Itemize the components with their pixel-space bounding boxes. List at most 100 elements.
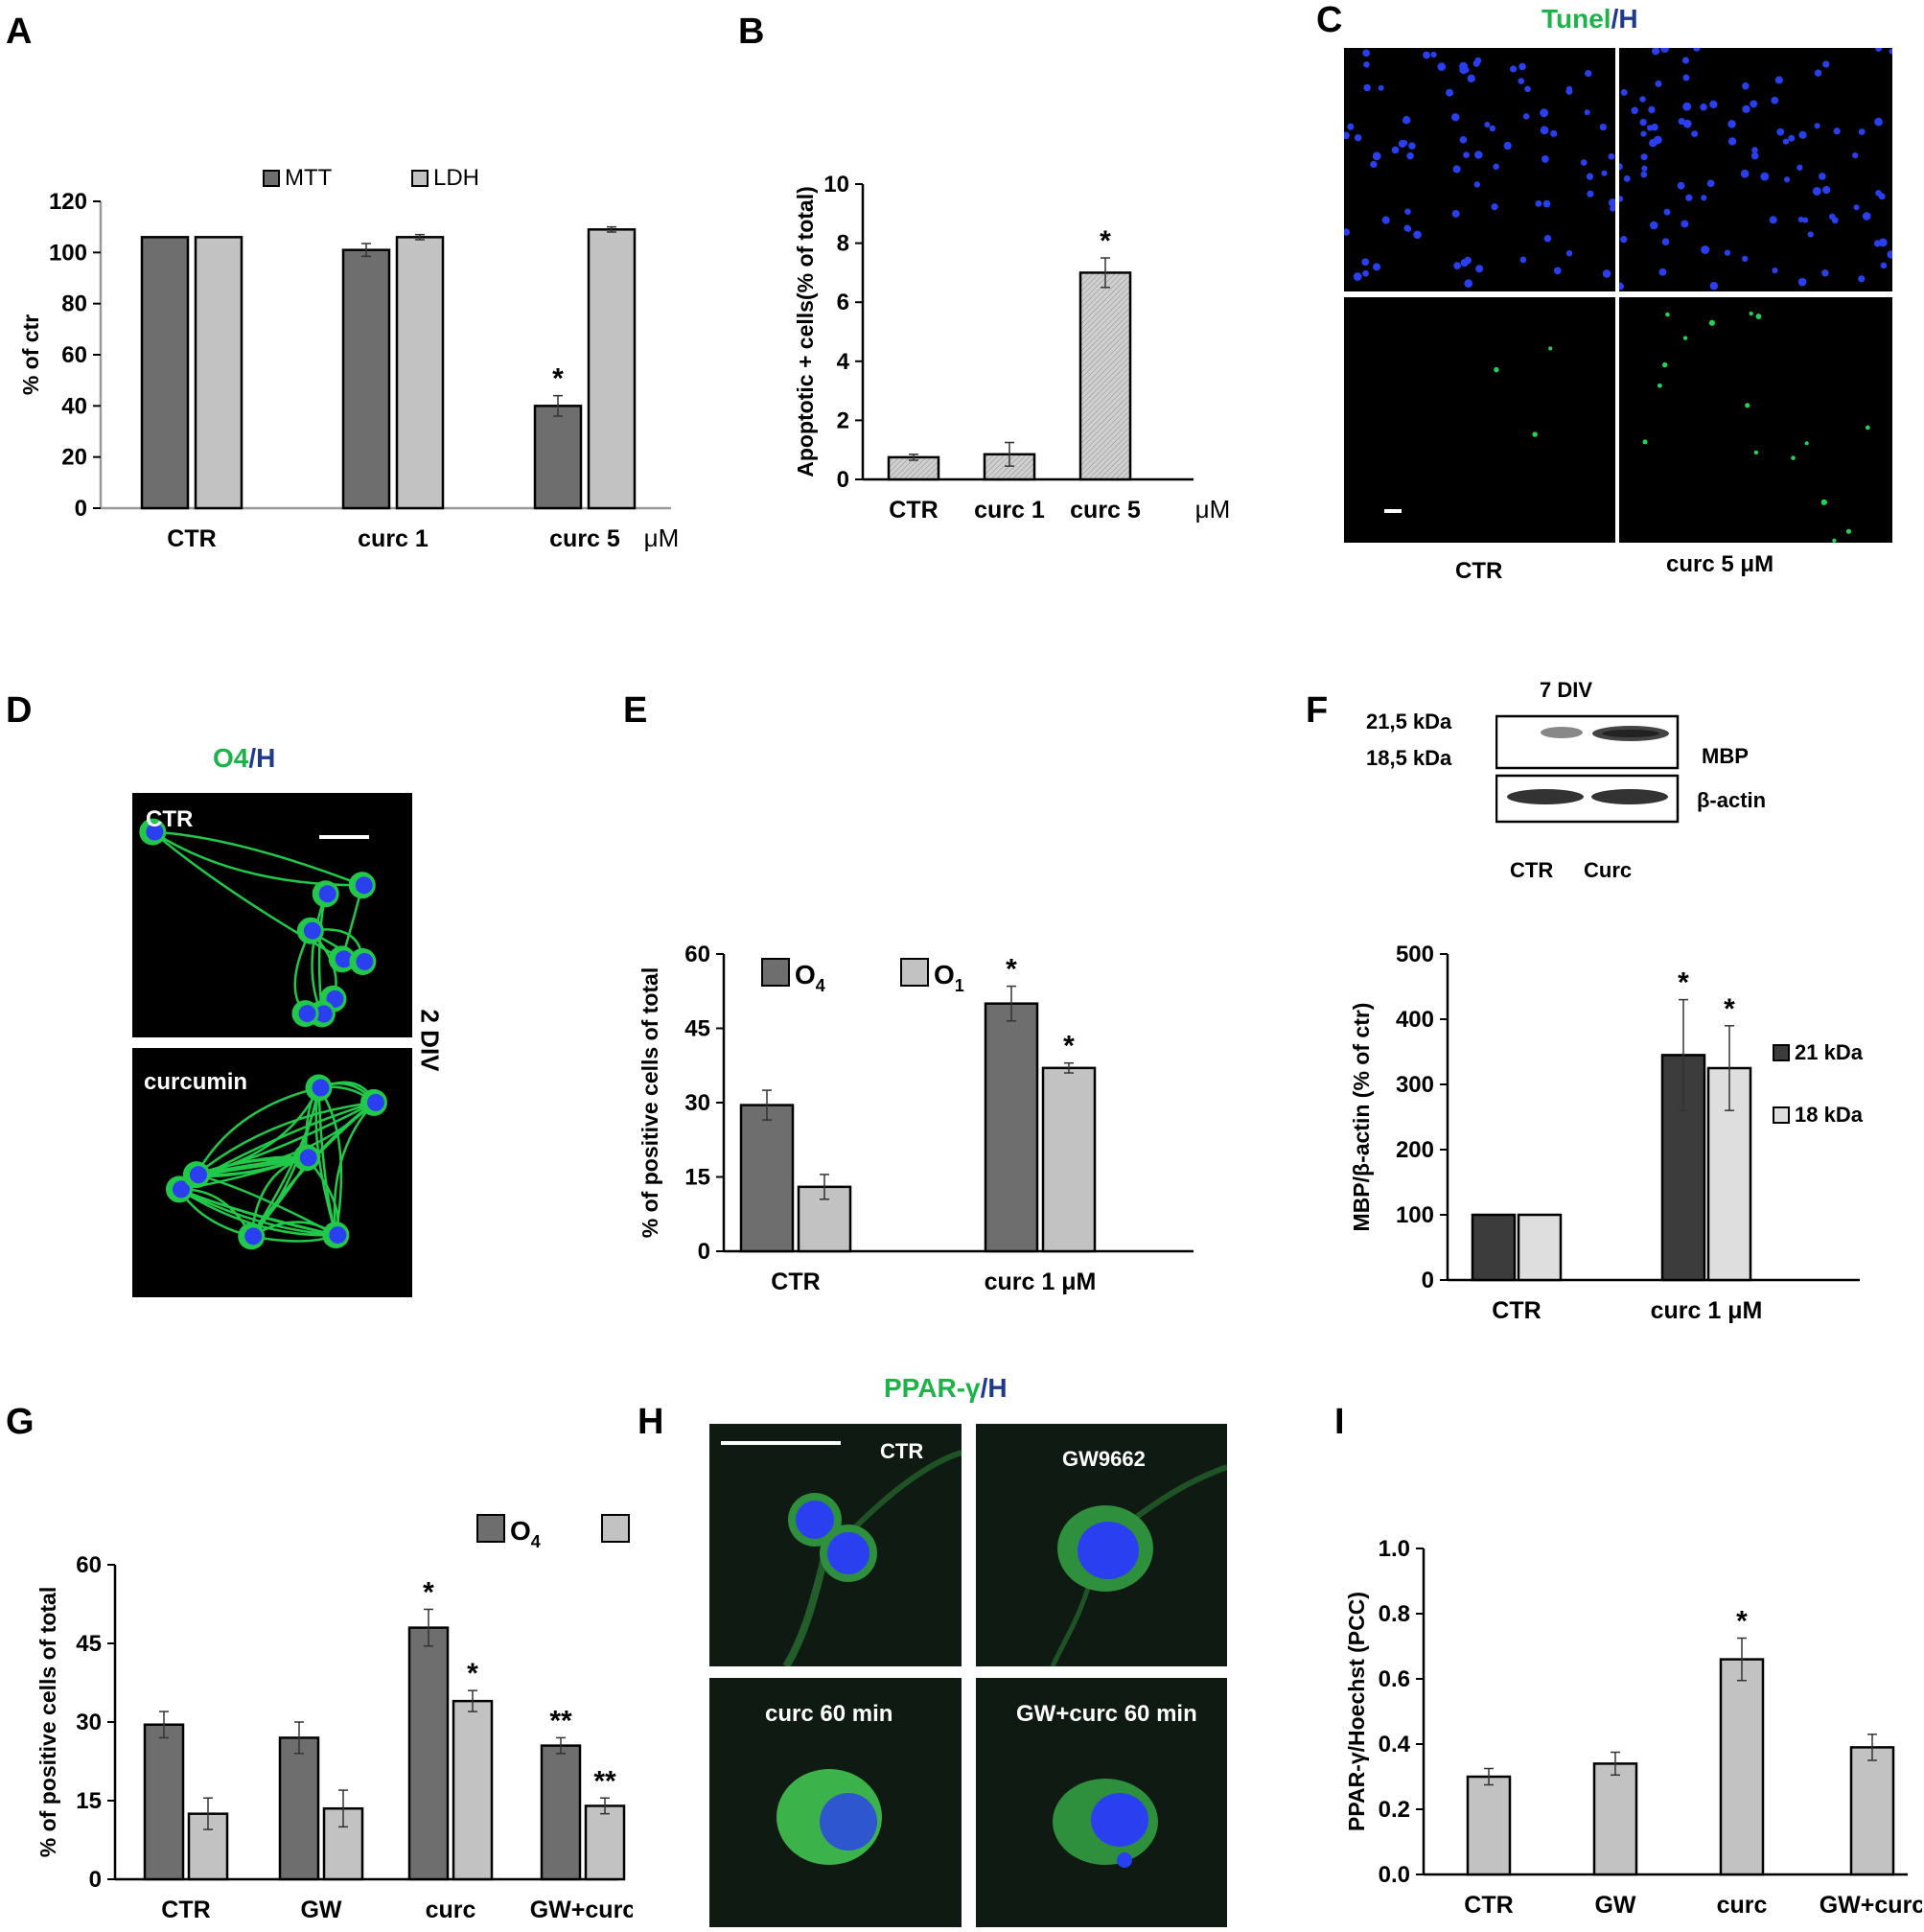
y-axis-label: % of ctr bbox=[18, 314, 43, 395]
cell-nucleus bbox=[1750, 100, 1758, 108]
cell-nucleus bbox=[1451, 113, 1460, 122]
y-tick-label: 0.4 bbox=[1379, 1732, 1411, 1757]
cell-nucleus bbox=[1475, 265, 1484, 273]
bar-value-1 bbox=[1592, 1762, 1638, 1876]
cell-nucleus bbox=[1749, 311, 1753, 316]
cell-nucleus bbox=[1586, 173, 1594, 180]
x-tick-label: CTR bbox=[1464, 1892, 1513, 1919]
y-tick-label: 30 bbox=[76, 1710, 102, 1735]
y-tick-label: 60 bbox=[61, 342, 87, 368]
cell-nucleus bbox=[1602, 269, 1611, 278]
y-tick-label: 60 bbox=[76, 1552, 102, 1578]
legend-swatch bbox=[263, 170, 280, 187]
bar-ldh-1 bbox=[395, 236, 445, 510]
panel-label-f: F bbox=[1306, 690, 1329, 731]
cell-nucleus bbox=[1473, 181, 1480, 188]
bar-ldh-2 bbox=[587, 228, 637, 510]
cell-nucleus bbox=[329, 1226, 347, 1245]
bar-o4-1 bbox=[278, 1736, 320, 1881]
cell-nucleus bbox=[1755, 314, 1762, 319]
cell-nucleus bbox=[1631, 106, 1638, 114]
x-tick-label: CTR bbox=[771, 1269, 820, 1295]
bar-value-3 bbox=[1849, 1746, 1895, 1876]
cell-nucleus bbox=[1524, 85, 1531, 93]
cell-nucleus bbox=[1347, 123, 1355, 130]
y-axis-label: PPAR-γ/Hoechst (PCC) bbox=[1344, 1592, 1369, 1831]
cell-nucleus bbox=[1649, 221, 1658, 230]
cell-nucleus bbox=[1535, 199, 1542, 207]
y-tick-label: 10 bbox=[823, 172, 849, 198]
cell-nucleus bbox=[1451, 209, 1460, 218]
significance-mark: * bbox=[1736, 1606, 1748, 1638]
cell-nucleus bbox=[1362, 269, 1369, 277]
ppar-gw-label: GW9662 bbox=[1062, 1447, 1146, 1471]
cell-nucleus bbox=[172, 1180, 190, 1199]
significance-mark: * bbox=[552, 363, 564, 395]
cell-nucleus bbox=[1681, 57, 1689, 64]
chart-i-pcc: 0.0 0.2 0.4 0.6 0.8 1.0 PPAR-γ/Hoechst (PCC) CT… bbox=[1344, 1536, 1922, 1919]
cell-nucleus bbox=[1543, 234, 1552, 243]
y-tick-label: 120 bbox=[49, 189, 87, 215]
cell-nucleus bbox=[1724, 249, 1731, 256]
cell-nucleus bbox=[1742, 82, 1750, 90]
y-tick-label: 100 bbox=[49, 240, 87, 266]
chart-g-o4-o1: 0 15 30 45 60 % of positive cells of total CTR… bbox=[35, 1514, 633, 1923]
x-tick-label: GW bbox=[300, 1897, 341, 1923]
process bbox=[196, 1101, 375, 1176]
cell-nucleus bbox=[1648, 105, 1656, 114]
cell-nucleus bbox=[1585, 70, 1592, 78]
process bbox=[195, 1086, 319, 1175]
y-axis-label: Apoptotic + cells(% of total) bbox=[793, 186, 818, 477]
cell-nucleus bbox=[1708, 319, 1715, 326]
y-tick-label: 0.8 bbox=[1379, 1601, 1410, 1627]
y-tick-label: 40 bbox=[61, 393, 87, 419]
legend-label: O4 bbox=[510, 1516, 541, 1551]
x-tick-label: GW bbox=[1594, 1892, 1635, 1919]
cell-nucleus bbox=[1391, 146, 1400, 154]
bar-o1-1 bbox=[1041, 1066, 1097, 1253]
cell-nucleus bbox=[1677, 181, 1685, 190]
legend-swatch bbox=[476, 1514, 505, 1543]
panel-d-title-blue: H bbox=[256, 743, 276, 773]
cell-nucleus bbox=[1503, 141, 1512, 151]
panel-d-title-green: O4 bbox=[213, 743, 249, 773]
cell-nucleus bbox=[1639, 118, 1647, 127]
o4-ctr-image: CTR bbox=[132, 793, 412, 1037]
cell-nucleus bbox=[1771, 96, 1779, 105]
x-tick-label: curc 5 bbox=[1070, 497, 1141, 524]
cell-nucleus bbox=[244, 1227, 263, 1245]
bar-o4-0 bbox=[143, 1723, 185, 1881]
x-tick-label: CTR bbox=[161, 1897, 210, 1923]
cell-nucleus bbox=[1753, 450, 1759, 455]
cell-nucleus bbox=[1619, 282, 1624, 291]
process bbox=[151, 830, 362, 887]
cell-nucleus bbox=[1565, 87, 1573, 95]
x-tick-label: curc 5 bbox=[549, 525, 620, 552]
cell-nucleus bbox=[1565, 249, 1573, 257]
cell-nucleus bbox=[1661, 238, 1670, 246]
y-tick-label: 60 bbox=[684, 942, 710, 967]
significance-mark: ** bbox=[593, 1765, 616, 1797]
cell-nucleus bbox=[1354, 134, 1362, 142]
cell-nucleus bbox=[1874, 117, 1883, 127]
cell-nucleus bbox=[1791, 455, 1796, 460]
cell-nucleus bbox=[1853, 204, 1860, 211]
cell-nucleus bbox=[1887, 250, 1892, 259]
blot-lane-curc: Curc bbox=[1584, 858, 1633, 882]
cell-nucleus bbox=[1685, 194, 1693, 201]
o4-curcumin-image: curcumin bbox=[132, 1048, 412, 1297]
process bbox=[178, 1188, 336, 1237]
ppar-gw-curc-image: GW+curc 60 min bbox=[976, 1678, 1227, 1927]
panel-c-title-blue: H bbox=[1618, 4, 1638, 34]
cell-nucleus bbox=[1727, 137, 1737, 146]
y-tick-label: 15 bbox=[684, 1165, 710, 1191]
unit-label: μM bbox=[644, 524, 680, 552]
panel-label-c: C bbox=[1316, 0, 1343, 40]
cell-nucleus bbox=[1709, 282, 1719, 291]
panel-c-title: Tunel/H bbox=[1542, 4, 1638, 35]
y-tick-label: 30 bbox=[684, 1090, 710, 1116]
o4-curcumin-label: curcumin bbox=[144, 1069, 248, 1095]
cell-nucleus bbox=[1344, 228, 1351, 236]
bar-o4-2 bbox=[407, 1626, 450, 1881]
